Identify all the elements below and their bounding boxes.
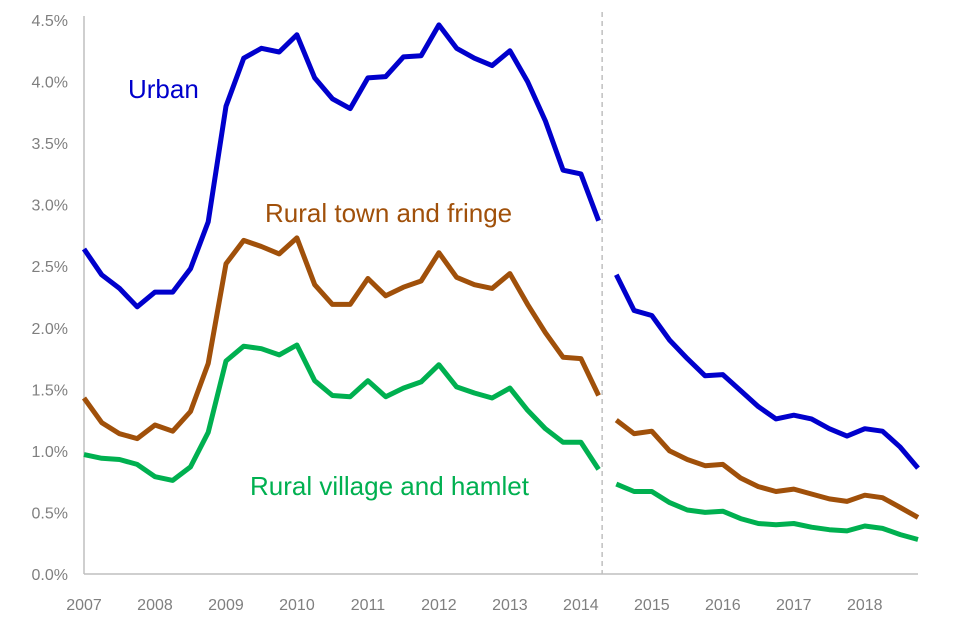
y-tick-label: 2.0% <box>32 321 68 338</box>
y-tick-label: 0.0% <box>32 567 68 584</box>
x-axis-ticks: 2007 2008 2009 2010 2011 2012 2013 2014 2015 2016… <box>66 597 882 614</box>
series-lines <box>81 22 920 542</box>
rural-town-label: Rural town and fringe <box>265 198 512 228</box>
x-tick-label: 2017 <box>776 597 812 614</box>
y-tick-label: 1.0% <box>32 444 68 461</box>
y-tick-label: 3.5% <box>32 136 68 153</box>
y-tick-label: 4.0% <box>32 75 68 92</box>
rural-village-label: Rural village and hamlet <box>250 471 530 501</box>
series-annotations: Urban Rural town and fringe Rural villag… <box>128 74 530 501</box>
x-tick-label: 2012 <box>421 597 457 614</box>
rural-village-and-hamlet-line-segment2 <box>615 481 919 542</box>
urban-line-segment2 <box>614 273 920 470</box>
y-tick-label: 2.5% <box>32 259 68 276</box>
y-tick-label: 1.5% <box>32 382 68 399</box>
x-tick-label: 2014 <box>563 597 599 614</box>
y-tick-label: 4.5% <box>32 13 68 30</box>
x-tick-label: 2015 <box>634 597 670 614</box>
x-tick-label: 2008 <box>137 597 173 614</box>
x-tick-label: 2010 <box>279 597 315 614</box>
urban-line-segment1 <box>81 22 601 310</box>
y-axis-ticks: 0.0% 0.5% 1.0% 1.5% 2.0% 2.5% 3.0% 3.5% 4.0% 4.5% <box>32 13 68 584</box>
rural-village-and-hamlet-line-segment1 <box>83 342 601 483</box>
rural-town-and-fringe-line-segment2 <box>614 418 920 520</box>
x-tick-label: 2013 <box>492 597 528 614</box>
x-tick-label: 2018 <box>847 597 883 614</box>
x-tick-label: 2011 <box>351 597 386 614</box>
x-tick-label: 2016 <box>705 597 741 614</box>
x-tick-label: 2007 <box>66 597 102 614</box>
rural-town-and-fringe-line-segment1 <box>81 235 601 442</box>
urban-label: Urban <box>128 74 199 104</box>
y-tick-label: 3.0% <box>32 198 68 215</box>
y-tick-label: 0.5% <box>32 505 68 522</box>
x-tick-label: 2009 <box>208 597 244 614</box>
